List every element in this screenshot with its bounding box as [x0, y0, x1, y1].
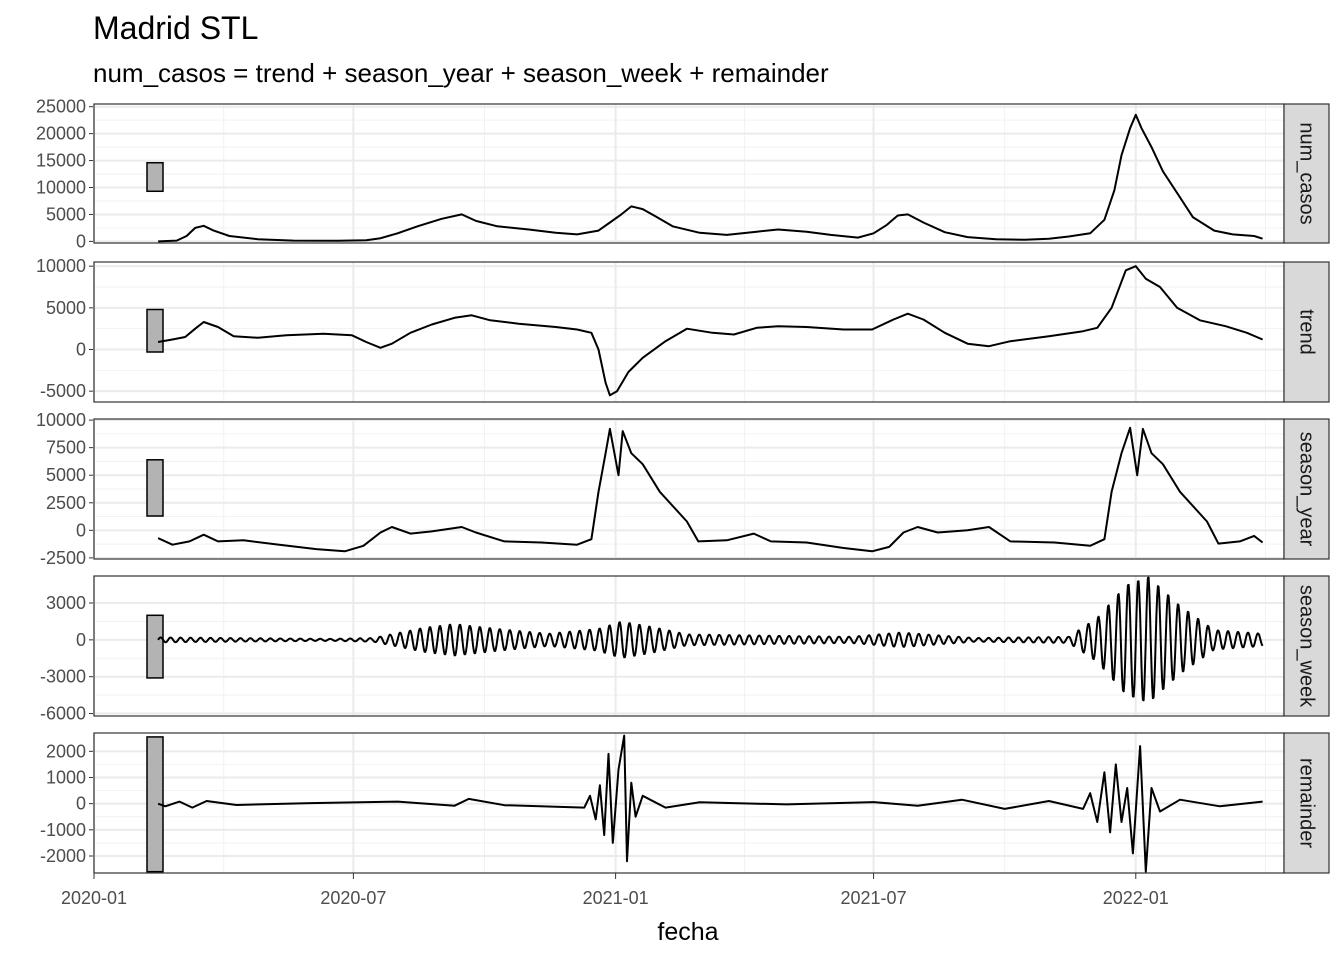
scale-bar — [146, 459, 164, 517]
series-line-num-casos — [158, 113, 1263, 243]
y-tick-label: -6000 — [40, 704, 86, 724]
facet-strip — [1283, 575, 1330, 717]
facet-strip-label: remainder — [1296, 758, 1318, 848]
panel-trend: -5000 0 5000 10000 trend — [36, 256, 1330, 403]
y-tick-label: 3000 — [46, 593, 86, 613]
y-tick-label: -2000 — [40, 846, 86, 866]
facet-strip — [1283, 418, 1330, 560]
panel-background — [94, 104, 1284, 243]
y-tick-label: 1000 — [46, 767, 86, 787]
x-tick-label: 2021-07 — [841, 888, 907, 908]
scale-bar — [146, 308, 164, 353]
y-tick-label: -5000 — [40, 381, 86, 401]
x-axis: 2020-01 2020-07 2021-01 2021-07 2022-01 — [61, 873, 1169, 908]
panel-num-casos: 0 5000 10000 15000 20000 25000 num_casos — [36, 97, 1330, 251]
y-tick-label: -3000 — [40, 667, 86, 687]
scale-bar — [146, 614, 164, 679]
y-tick-label: 20000 — [36, 124, 86, 144]
facet-strip — [1283, 732, 1330, 874]
y-tick-label: 2000 — [46, 741, 86, 761]
x-tick-label: 2021-01 — [583, 888, 649, 908]
y-tick-label: 0 — [76, 340, 86, 360]
y-tick-label: 15000 — [36, 151, 86, 171]
y-tick-label: 0 — [76, 794, 86, 814]
y-tick-label: -2500 — [40, 548, 86, 568]
y-tick-label: 10000 — [36, 256, 86, 276]
facet-strip — [1283, 261, 1330, 403]
y-tick-label: 5000 — [46, 298, 86, 318]
facet-panels: 0500010000150002000025000num_casos-50000… — [36, 97, 1330, 874]
y-tick-label: 5000 — [46, 204, 86, 224]
y-tick-label: 7500 — [46, 438, 86, 458]
y-tick-label: 0 — [76, 630, 86, 650]
facet-strip-label: trend — [1296, 309, 1318, 355]
x-axis-title: fecha — [657, 918, 718, 946]
scale-bar — [146, 161, 164, 193]
panel-background — [94, 262, 1284, 402]
scale-bar — [146, 736, 164, 873]
y-tick-label: 5000 — [46, 465, 86, 485]
facet-strip-label: season_year — [1296, 432, 1318, 547]
panel-season-year: -2500 0 2500 5000 7500 10000 season_year — [36, 410, 1330, 568]
y-tick-label: -1000 — [40, 820, 86, 840]
y-tick-label: 2500 — [46, 493, 86, 513]
facet-strip — [1283, 103, 1330, 244]
series-line-season-week — [157, 576, 1264, 702]
y-tick-label: 25000 — [36, 97, 86, 117]
facet-strip-label: num_casos — [1296, 122, 1318, 224]
x-tick-label: 2020-07 — [320, 888, 386, 908]
chart-title: Madrid STL — [93, 10, 259, 46]
panel-remainder: -2000 -1000 0 1000 2000 remainder — [40, 732, 1330, 874]
x-tick-label: 2020-01 — [61, 888, 127, 908]
y-tick-label: 0 — [76, 231, 86, 251]
y-tick-label: 10000 — [36, 178, 86, 198]
y-tick-label: 10000 — [36, 410, 86, 430]
chart-subtitle: num_casos = trend + season_year + season… — [93, 58, 829, 88]
series-line-remainder — [157, 734, 1263, 873]
panel-season-week: -6000 -3000 0 3000 season_week — [40, 575, 1330, 724]
series-line-trend — [157, 265, 1263, 397]
x-tick-label: 2022-01 — [1103, 888, 1169, 908]
series-line-season-year — [157, 426, 1264, 553]
facet-strip-label: season_week — [1296, 585, 1318, 708]
y-tick-label: 0 — [76, 520, 86, 540]
